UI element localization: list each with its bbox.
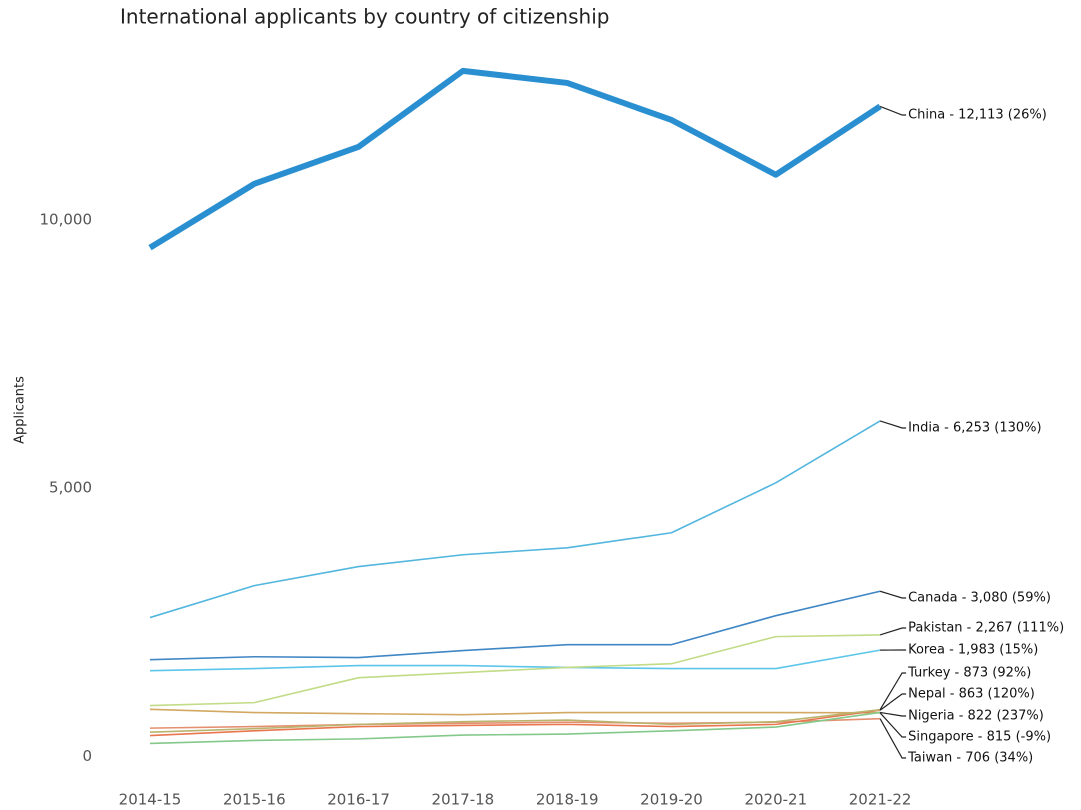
leader-line	[879, 420, 907, 429]
leader-line	[879, 590, 907, 599]
y-tick-label: 5,000	[49, 479, 92, 497]
series-line	[148, 67, 882, 251]
x-tick-label: 2021-22	[849, 791, 912, 809]
series-line	[149, 708, 881, 716]
x-tick-label: 2015-16	[223, 791, 286, 809]
leader-line	[879, 627, 907, 636]
x-tick-label: 2018-19	[536, 791, 599, 809]
end-label: Korea - 1,983 (15%)	[908, 643, 1038, 658]
series-line	[149, 649, 881, 672]
y-axis-label: Applicants	[13, 376, 28, 444]
leader-line	[879, 718, 907, 759]
x-tick-label: 2016-17	[327, 791, 390, 809]
leader-line	[879, 693, 907, 711]
end-label: India - 6,253 (130%)	[908, 421, 1042, 436]
x-tick-label: 2020-21	[744, 791, 807, 809]
leader-line	[879, 712, 907, 738]
leader-line	[880, 711, 907, 717]
series-line	[149, 590, 881, 661]
end-label: Canada - 3,080 (59%)	[908, 591, 1051, 606]
series-line	[149, 634, 881, 707]
end-label: Singapore - 815 (-9%)	[908, 730, 1051, 745]
end-label: China - 12,113 (26%)	[908, 108, 1047, 123]
x-tick-label: 2014-15	[119, 791, 182, 809]
y-tick-label: 0	[82, 747, 92, 765]
series-line	[149, 709, 881, 737]
series-line	[149, 420, 881, 619]
end-label: Turkey - 873 (92%)	[907, 666, 1031, 681]
chart-subtitle: International applicants by country of c…	[120, 5, 609, 29]
end-label: Taiwan - 706 (34%)	[907, 751, 1033, 766]
end-label: Nepal - 863 (120%)	[908, 687, 1035, 702]
x-tick-label: 2017-18	[432, 791, 495, 809]
end-label: Pakistan - 2,267 (111%)	[908, 621, 1064, 636]
x-tick-label: 2019-20	[640, 791, 703, 809]
end-label: Nigeria - 822 (237%)	[908, 709, 1044, 724]
leader-line	[879, 105, 907, 116]
series-line	[149, 708, 881, 733]
y-tick-label: 10,000	[40, 210, 93, 228]
leader-line	[879, 672, 907, 711]
series-line	[149, 711, 881, 745]
